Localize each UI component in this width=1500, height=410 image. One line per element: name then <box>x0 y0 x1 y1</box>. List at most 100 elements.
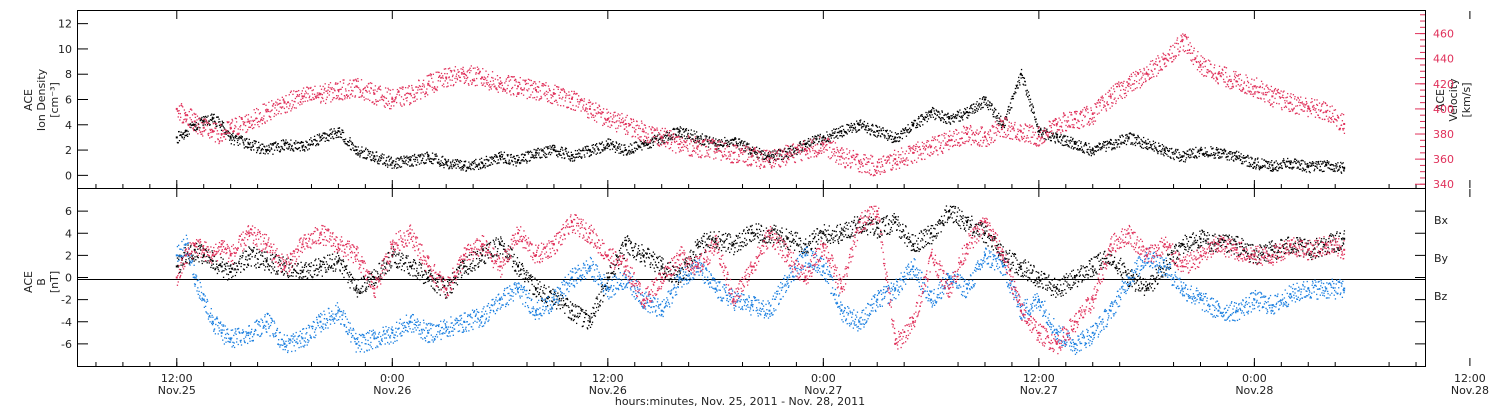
scatter-dot <box>894 140 896 142</box>
scatter-dot <box>437 162 439 164</box>
scatter-dot <box>892 138 895 140</box>
scatter-dot <box>907 128 910 131</box>
scatter-dot <box>485 70 487 72</box>
scatter-dot <box>1190 156 1192 158</box>
scatter-dot <box>741 140 743 142</box>
scatter-dot <box>315 96 317 99</box>
scatter-dot <box>1093 150 1096 152</box>
scatter-dot <box>533 148 535 151</box>
scatter-dot <box>740 141 742 143</box>
scatter-dot <box>821 137 823 139</box>
scatter-dot <box>335 82 337 84</box>
scatter-dot <box>242 142 245 144</box>
scatter-dot <box>281 106 283 108</box>
scatter-dot <box>360 90 362 92</box>
scatter-dot <box>315 143 318 145</box>
scatter-dot <box>995 109 997 111</box>
scatter-dot <box>305 96 307 99</box>
scatter-dot <box>1316 167 1319 169</box>
scatter-dot <box>1338 166 1341 168</box>
scatter-dot <box>851 131 853 133</box>
data-point-black <box>1343 166 1346 169</box>
scatter-dot <box>957 112 959 114</box>
scatter-dot <box>458 161 460 163</box>
scatter-dot <box>898 136 900 138</box>
scatter-dot <box>496 89 498 91</box>
scatter-dot <box>218 141 221 143</box>
scatter-dot <box>562 149 564 151</box>
scatter-dot <box>363 150 366 152</box>
scatter-dot <box>718 145 720 147</box>
scatter-dot <box>286 106 288 108</box>
data-point-pink <box>552 92 555 95</box>
scatter-dot <box>757 158 759 160</box>
scatter-dot <box>1150 144 1152 147</box>
scatter-dot <box>1200 146 1202 149</box>
scatter-dot <box>863 120 866 123</box>
scatter-dot <box>617 127 619 129</box>
scatter-dot <box>567 155 569 157</box>
scatter-dot <box>769 152 772 154</box>
scatter-dot <box>1321 163 1323 165</box>
scatter-dot <box>396 93 398 96</box>
scatter-dot <box>796 146 799 148</box>
scatter-dot <box>1022 76 1024 79</box>
scatter-dot <box>469 80 472 82</box>
y-tick-label: 12 <box>58 18 72 31</box>
scatter-dot <box>186 129 188 132</box>
scatter-dot <box>873 134 876 136</box>
scatter-dot <box>286 147 288 149</box>
scatter-dot <box>295 147 298 150</box>
scatter-dot <box>1250 165 1253 167</box>
scatter-dot <box>357 146 359 148</box>
scatter-dot <box>699 150 701 152</box>
scatter-dot <box>484 85 486 87</box>
scatter-dot <box>818 152 821 154</box>
scatter-dot <box>620 152 622 154</box>
scatter-dot <box>1266 167 1268 169</box>
scatter-dot <box>1272 167 1274 169</box>
scatter-dot <box>1144 140 1147 142</box>
scatter-dot <box>689 154 692 157</box>
scatter-dot <box>316 94 318 97</box>
data-point-pink <box>301 95 304 98</box>
scatter-dot <box>827 140 830 143</box>
scatter-dot <box>399 87 401 89</box>
scatter-dot <box>403 157 406 159</box>
scatter-dot <box>353 150 356 152</box>
scatter-dot <box>673 138 675 141</box>
scatter-dot <box>587 148 590 150</box>
scatter-dot <box>306 86 308 88</box>
scatter-dot <box>650 146 652 149</box>
scatter-dot <box>363 96 365 98</box>
scatter-dot <box>306 149 309 151</box>
scatter-dot <box>981 107 983 109</box>
scatter-dot <box>620 119 623 121</box>
scatter-dot <box>1277 164 1279 166</box>
scatter-dot <box>687 148 689 150</box>
scatter-dot <box>200 121 203 124</box>
scatter-dot <box>1078 148 1081 150</box>
scatter-dot <box>360 152 363 154</box>
scatter-dot <box>451 70 453 72</box>
scatter-dot <box>1313 170 1315 172</box>
scatter-dot <box>827 137 829 139</box>
scatter-dot <box>789 150 791 152</box>
scatter-dot <box>349 93 352 96</box>
scatter-dot <box>907 129 909 131</box>
scatter-dot <box>648 126 650 128</box>
scatter-dot <box>484 77 487 79</box>
scatter-dot <box>259 112 261 114</box>
scatter-dot <box>288 94 290 96</box>
scatter-dot <box>329 132 332 135</box>
scatter-dot <box>1251 157 1253 159</box>
scatter-dot <box>268 146 270 148</box>
scatter-dot <box>809 149 811 151</box>
scatter-dot <box>564 148 566 151</box>
scatter-dot <box>574 149 577 152</box>
x-tick-time: 12:00 <box>592 372 624 385</box>
scatter-dot <box>920 121 923 123</box>
scatter-dot <box>579 101 581 103</box>
scatter-dot <box>687 132 689 135</box>
scatter-dot <box>678 128 680 130</box>
